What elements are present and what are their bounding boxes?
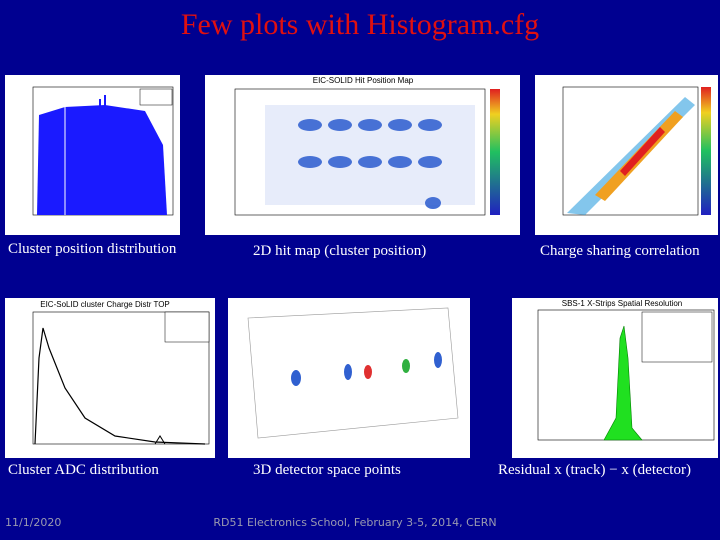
plot-image (228, 298, 470, 458)
caption: 3D detector space points (253, 462, 401, 478)
caption: Cluster ADC distribution (8, 462, 159, 478)
caption: Residual x (track) − x (detector) (498, 462, 691, 478)
footer-text: RD51 Electronics School, February 3-5, 2… (213, 516, 497, 529)
footer-date: 11/1/2020 (5, 516, 62, 529)
caption: Charge sharing correlation (540, 243, 700, 259)
slide-title: Few plots with Histogram.cfg (180, 8, 540, 41)
plot-image: SBS-1 X-Strips Spatial Resolution (512, 298, 718, 458)
plot-image (5, 75, 180, 235)
plot-image (535, 75, 718, 235)
caption: 2D hit map (cluster position) (253, 243, 427, 259)
plot-title: EIC-SoLID cluster Charge Distr TOP (40, 300, 170, 309)
caption: Cluster position distribution (8, 241, 177, 257)
plot-title: EIC-SOLID Hit Position Map (313, 76, 414, 85)
plot-image: EIC-SOLID Hit Position Map (205, 75, 520, 235)
plot-image: EIC-SoLID cluster Charge Distr TOP (5, 298, 215, 458)
plot-title: SBS-1 X-Strips Spatial Resolution (562, 299, 683, 308)
